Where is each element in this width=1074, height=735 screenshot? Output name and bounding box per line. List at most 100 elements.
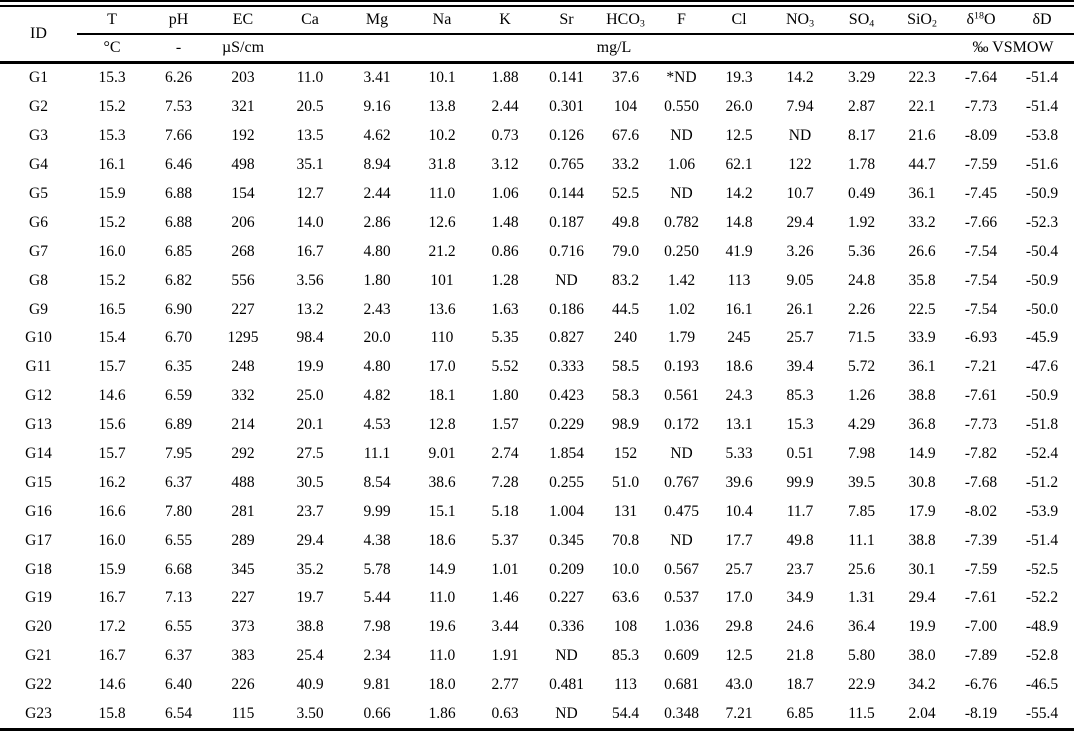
cell-G3-Cl: 12.5 — [725, 127, 753, 145]
cell-G19-HCO3: 63.6 — [611, 589, 640, 607]
table-body: G1 15.3 6.26 203 11.0 3.41 10.1 1.88 0.141 37.6 *N… — [0, 63, 1074, 729]
cell-G4-Na: 31.8 — [428, 156, 456, 174]
cell-G3-d18O: -8.09 — [964, 127, 998, 145]
cell-G13-SO4: 4.29 — [847, 416, 876, 434]
cell-G17-Cl: 17.7 — [725, 531, 753, 549]
cell-G9-K: 1.63 — [491, 300, 519, 318]
cell-G2-T: 15.2 — [98, 98, 126, 116]
cell-G17-SO4: 11.1 — [848, 531, 875, 549]
cell-G16-F: 0.475 — [664, 502, 699, 520]
table-row-G3: G3 15.3 7.66 192 13.5 4.62 10.2 0.73 0.126 67.6 ND… — [0, 122, 1074, 151]
cell-G5-Na: 11.0 — [428, 185, 456, 202]
cell-G9-d18O: -7.54 — [964, 300, 998, 318]
row-id-G21: G21 — [25, 647, 52, 665]
cell-G12-SO4: 1.26 — [847, 387, 876, 405]
cell-G14-pH: 7.95 — [164, 445, 193, 463]
cell-G8-F: 1.42 — [667, 271, 696, 289]
cell-G22-HCO3: 113 — [614, 676, 637, 694]
col-header-Na: Na — [410, 7, 474, 35]
cell-G17-Mg: 4.38 — [363, 531, 391, 549]
cell-G10-HCO3: 240 — [613, 329, 638, 347]
cell-G19-Mg: 5.44 — [363, 589, 391, 607]
cell-G13-Cl: 13.1 — [725, 416, 753, 434]
cell-G13-Ca: 20.1 — [296, 416, 324, 434]
cell-G7-dD: -50.4 — [1025, 242, 1059, 260]
table-row-G14: G14 15.7 7.95 292 27.5 11.1 9.01 2.74 1.854 152 ND… — [0, 440, 1074, 469]
cell-G4-dD: -51.6 — [1025, 156, 1059, 174]
table-row-G6: G6 15.2 6.88 206 14.0 2.86 12.6 1.48 0.187 49.8 0.… — [0, 208, 1074, 237]
cell-G16-Cl: 10.4 — [725, 502, 753, 520]
cell-G2-F: 0.550 — [664, 98, 699, 116]
cell-G6-Ca: 14.0 — [296, 213, 324, 231]
cell-G2-HCO3: 104 — [613, 98, 638, 116]
table-row-G23: G23 15.8 6.54 115 3.50 0.66 1.86 0.63 ND 54.4 0.34… — [0, 700, 1074, 729]
cell-G19-T: 16.7 — [98, 589, 126, 607]
cell-G9-Ca: 13.2 — [296, 300, 324, 318]
cell-G3-NO3: ND — [788, 127, 812, 145]
row-id-G14: G14 — [25, 445, 52, 463]
cell-G23-Sr: ND — [555, 705, 578, 723]
row-id-G6: G6 — [29, 213, 48, 231]
table-row-G20: G20 17.2 6.55 373 38.8 7.98 19.6 3.44 0.336 108 1.… — [0, 613, 1074, 642]
cell-G20-Ca: 38.8 — [296, 618, 324, 636]
cell-G18-Sr: 0.209 — [549, 560, 584, 578]
cell-G19-Cl: 17.0 — [725, 589, 753, 607]
table-row-G17: G17 16.0 6.55 289 29.4 4.38 18.6 5.37 0.345 70.8 N… — [0, 526, 1074, 555]
row-id-G1: G1 — [29, 69, 48, 87]
cell-G20-NO3: 24.6 — [786, 618, 814, 636]
cell-G23-Cl: 7.21 — [725, 705, 753, 723]
table-row-G8: G8 15.2 6.82 556 3.56 1.80 101 1.28 ND 83.2 1.42 11… — [0, 266, 1074, 295]
cell-G17-EC: 289 — [231, 531, 255, 549]
cell-G15-dD: -51.2 — [1025, 473, 1059, 491]
cell-G16-HCO3: 131 — [613, 502, 638, 520]
cell-G9-pH: 6.90 — [164, 300, 193, 318]
cell-G8-dD: -50.9 — [1025, 271, 1059, 289]
table-row-G12: G12 14.6 6.59 332 25.0 4.82 18.1 1.80 0.423 58.3 0… — [0, 382, 1074, 411]
cell-G16-d18O: -8.02 — [964, 502, 998, 520]
cell-G12-Ca: 25.0 — [296, 387, 324, 405]
cell-G4-d18O: -7.59 — [964, 156, 998, 174]
col-header-EC: EC — [210, 7, 276, 35]
col-header-HCO3: HCO3 — [597, 7, 654, 35]
cell-G19-pH: 7.13 — [164, 589, 193, 607]
table-row-G13: G13 15.6 6.89 214 20.1 4.53 12.8 1.57 0.229 98.9 0… — [0, 411, 1074, 440]
cell-G15-SiO2: 30.8 — [908, 473, 936, 491]
cell-G8-Na: 101 — [430, 271, 454, 289]
cell-G1-T: 15.3 — [98, 69, 126, 87]
cell-G23-SO4: 11.5 — [848, 705, 875, 723]
cell-G18-Na: 14.9 — [428, 560, 456, 578]
cell-G10-d18O: -6.93 — [964, 329, 998, 347]
col-header-F: F — [654, 7, 709, 35]
cell-G12-SiO2: 38.8 — [908, 387, 936, 405]
cell-G15-d18O: -7.68 — [964, 473, 998, 491]
cell-G15-Cl: 39.6 — [725, 473, 753, 491]
cell-G15-Ca: 30.5 — [296, 473, 324, 491]
cell-G12-Na: 18.1 — [428, 387, 456, 405]
row-id-G2: G2 — [29, 98, 48, 116]
cell-G10-Sr: 0.827 — [549, 329, 584, 347]
cell-G1-F: *ND — [666, 69, 697, 87]
cell-G7-NO3: 3.26 — [786, 242, 814, 260]
cell-G6-Cl: 14.8 — [725, 213, 753, 231]
cell-G6-Mg: 2.86 — [363, 213, 391, 231]
cell-G2-K: 2.44 — [491, 98, 519, 116]
cell-G3-F: ND — [670, 127, 693, 145]
cell-G14-dD: -52.4 — [1025, 445, 1059, 463]
table-row-G11: G11 15.7 6.35 248 19.9 4.80 17.0 5.52 0.333 58.5 0… — [0, 353, 1074, 382]
cell-G5-F: ND — [670, 185, 693, 202]
cell-G21-d18O: -7.89 — [964, 647, 998, 665]
cell-G22-SiO2: 34.2 — [908, 676, 936, 694]
cell-G16-K: 5.18 — [491, 502, 519, 520]
cell-G23-HCO3: 54.4 — [611, 705, 640, 723]
cell-G5-dD: -50.9 — [1025, 185, 1059, 202]
cell-G16-Sr: 1.004 — [549, 502, 584, 520]
cell-G2-SiO2: 22.1 — [908, 98, 936, 116]
cell-G11-SiO2: 36.1 — [908, 358, 936, 376]
cell-G11-Mg: 4.80 — [363, 358, 391, 376]
cell-G18-SiO2: 30.1 — [908, 560, 936, 578]
cell-G8-T: 15.2 — [98, 271, 126, 289]
cell-G1-d18O: -7.64 — [964, 69, 998, 87]
cell-G14-Na: 9.01 — [428, 445, 456, 463]
cell-G21-Na: 11.0 — [428, 647, 456, 665]
